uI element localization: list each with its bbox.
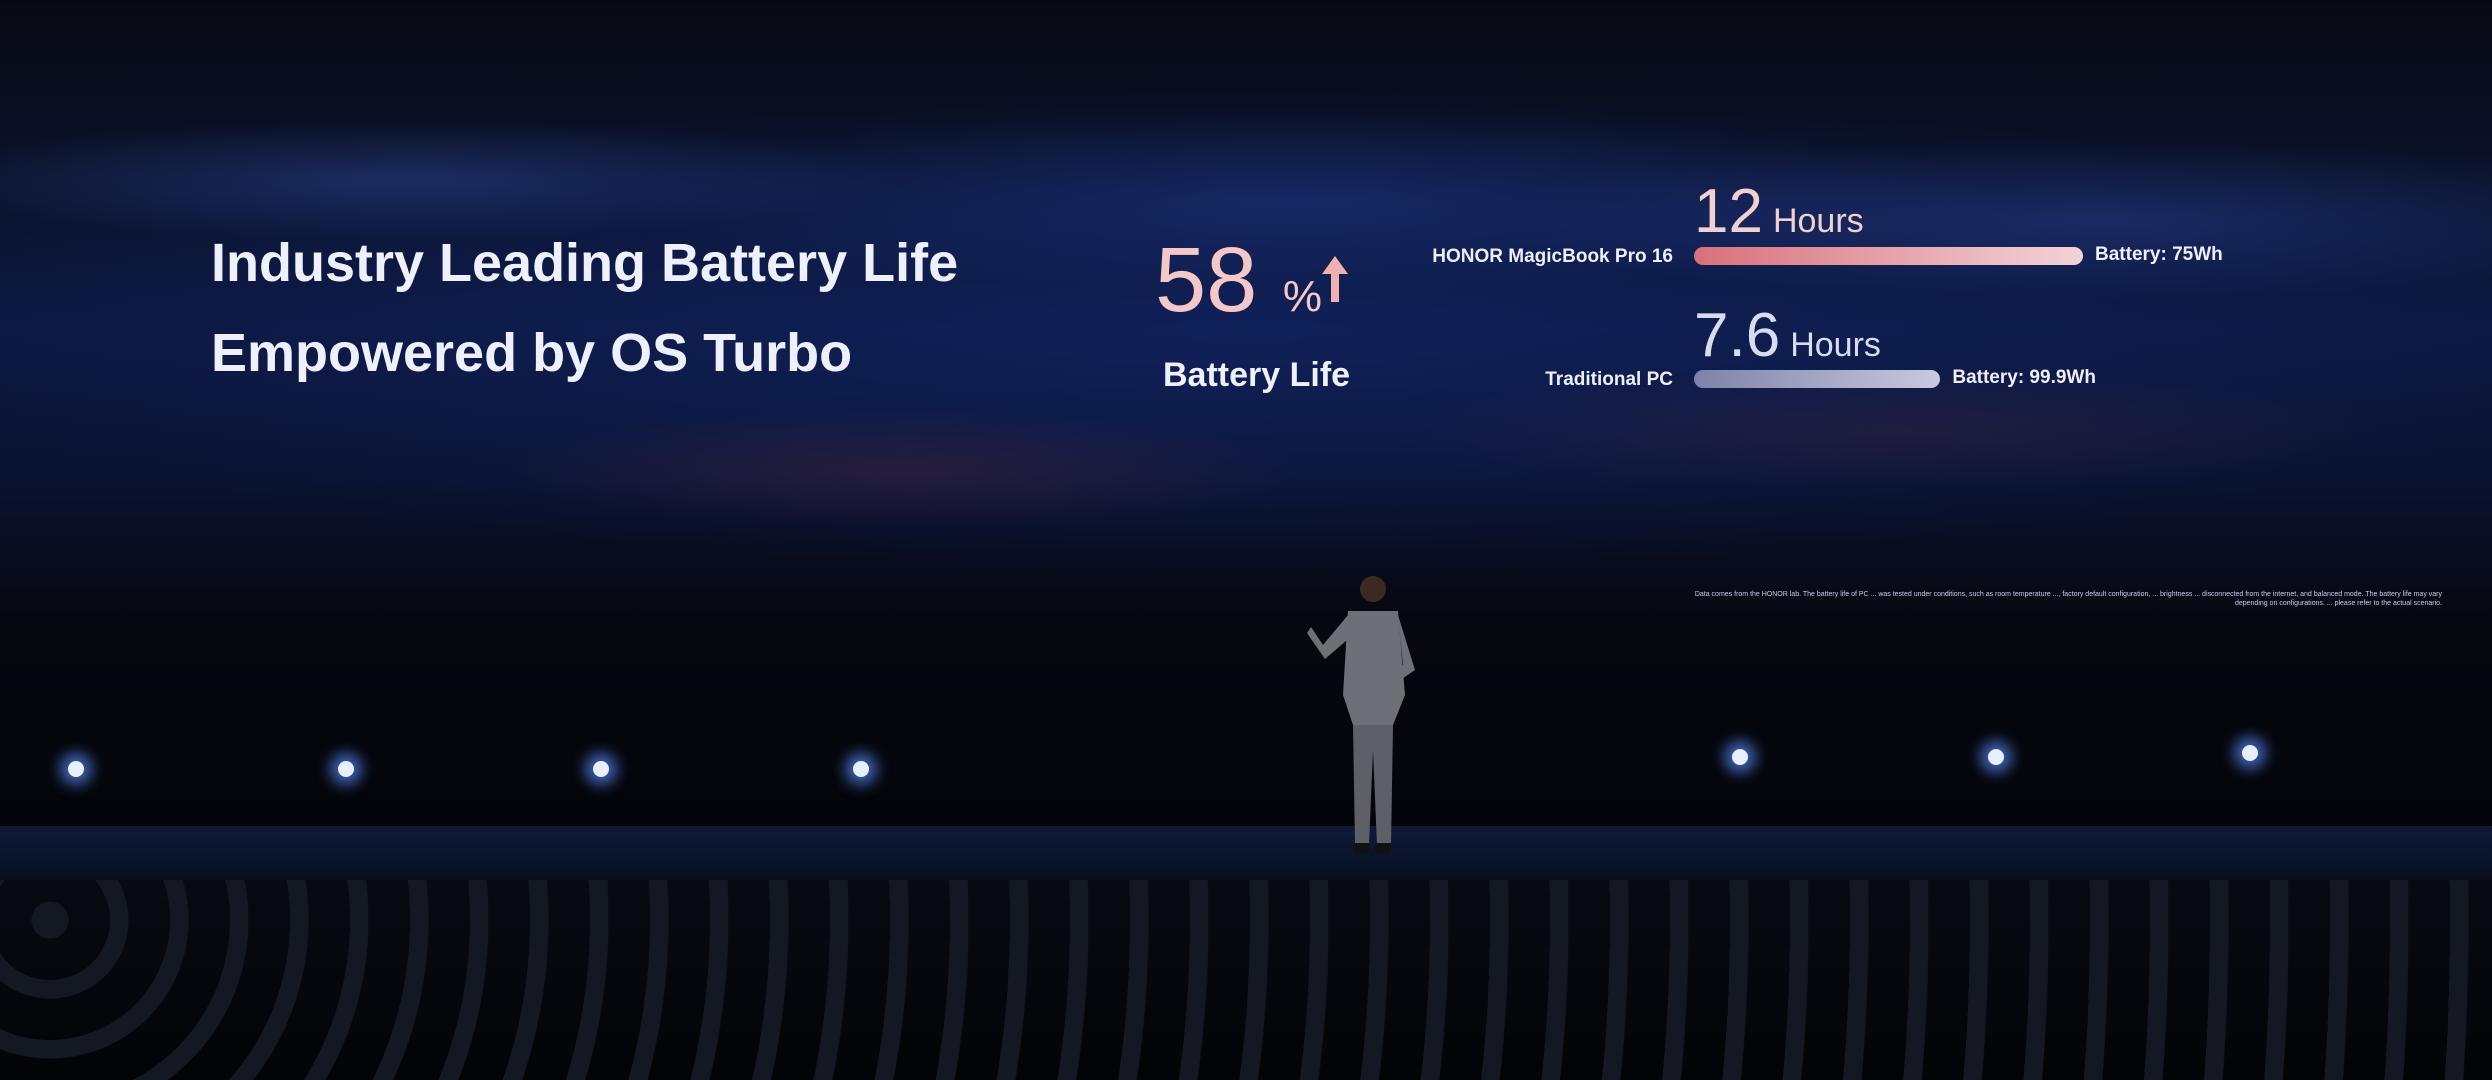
slide-title-line1: Industry Leading Battery Life: [211, 233, 959, 293]
presentation-screen: [0, 0, 2492, 830]
presenter: [1307, 576, 1415, 853]
honor-hours: 12 Hours: [1694, 176, 1864, 247]
battery-capacity: Battery: 99.9Wh: [1952, 367, 2096, 388]
hours-unit: Hours: [1790, 326, 1881, 364]
stat-value: 58: [1155, 229, 1258, 331]
stage-light: [2242, 745, 2258, 761]
stage-light: [593, 761, 609, 777]
arrow-up-icon: [1322, 256, 1348, 302]
hours-value: 7.6: [1694, 301, 1781, 370]
hours-value: 12: [1694, 177, 1763, 246]
device-label: Traditional PC: [1545, 369, 1673, 390]
battery-stat: 58 %: [1155, 228, 1322, 333]
audience: [0, 880, 2492, 1080]
footnote: Data comes from the HONOR lab. The batte…: [1694, 591, 2442, 607]
hours-unit: Hours: [1772, 202, 1864, 240]
stage-light: [1988, 749, 2004, 765]
traditional-hours: 7.6 Hours: [1694, 300, 1881, 371]
stage-light: [1732, 749, 1748, 765]
stage-light: [338, 761, 354, 777]
slide-title-line2: Empowered by OS Turbo: [211, 323, 853, 383]
device-label: HONOR MagicBook Pro 16: [1432, 246, 1673, 267]
stage-light: [853, 761, 869, 777]
battery-bar-traditional: [1694, 370, 1941, 388]
stat-unit: %: [1282, 272, 1323, 321]
battery-capacity: Battery: 75Wh: [2095, 244, 2223, 265]
stat-label: Battery Life: [1163, 356, 1351, 394]
battery-bar-honor: [1694, 247, 2083, 265]
stage-light: [68, 761, 84, 777]
